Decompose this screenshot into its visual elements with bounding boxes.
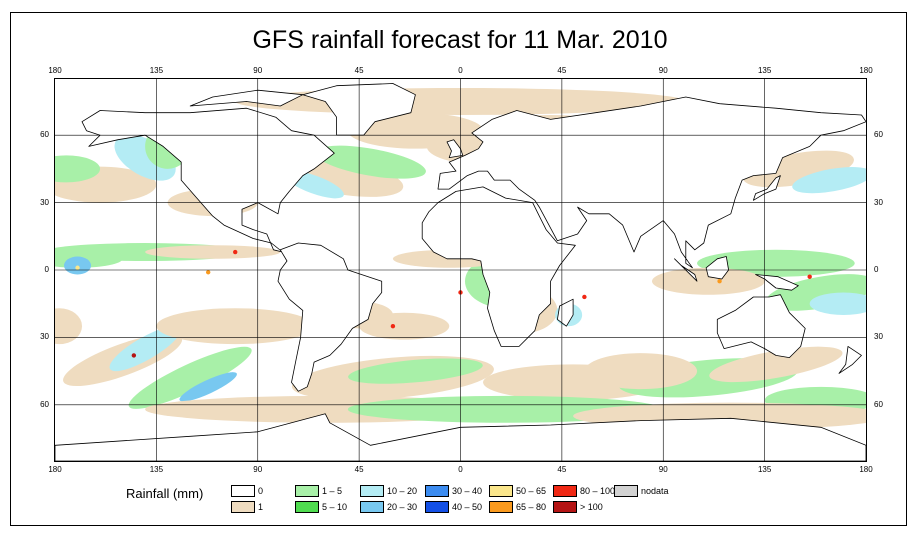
legend-title: Rainfall (mm) [126, 486, 204, 501]
legend-label: nodata [641, 486, 669, 496]
legend-swatch [360, 501, 384, 513]
graticule [55, 79, 866, 461]
longitude-label-bottom: 45 [354, 465, 364, 474]
longitude-label-top: 135 [149, 66, 164, 75]
legend-label: 10 – 20 [387, 486, 418, 496]
legend-swatch [295, 501, 319, 513]
legend-swatch [489, 485, 513, 497]
legend-label: 30 – 40 [452, 486, 483, 496]
legend-label: 5 – 10 [322, 502, 348, 512]
longitude-label-top: 180 [48, 66, 62, 75]
longitude-label-bottom: 135 [149, 465, 164, 474]
legend-label: 0 [258, 486, 264, 496]
legend-label: 40 – 50 [452, 502, 483, 512]
latitude-label-right: 0 [874, 265, 879, 274]
legend-swatch [489, 501, 513, 513]
latitude-label-left: 30 [40, 332, 49, 342]
latitude-label-left: 0 [44, 265, 49, 274]
legend-label: > 100 [580, 502, 603, 512]
legend-swatch [614, 485, 638, 497]
map-canvas [55, 79, 866, 461]
latitude-label-left: 60 [40, 399, 49, 409]
legend-swatch [231, 501, 255, 513]
latitude-label-left: 30 [40, 197, 49, 207]
legend-label: 80 – 100 [580, 486, 616, 496]
legend-swatch [295, 485, 319, 497]
latitude-label-right: 30 [874, 197, 883, 207]
legend-swatch [231, 485, 255, 497]
legend-label: 1 – 5 [322, 486, 343, 496]
latitude-label-right: 30 [874, 332, 883, 342]
longitude-label-bottom: 180 [48, 465, 62, 474]
longitude-label-top: 135 [757, 66, 772, 75]
longitude-label-bottom: 135 [757, 465, 772, 474]
longitude-label-top: 90 [253, 66, 263, 75]
legend-swatch [360, 485, 384, 497]
longitude-label-bottom: 90 [658, 465, 668, 474]
longitude-label-bottom: 180 [859, 465, 873, 474]
figure-frame [10, 12, 907, 526]
rainfall-map [54, 78, 867, 462]
longitude-label-top: 90 [658, 66, 668, 75]
longitude-label-bottom: 90 [253, 465, 263, 474]
latitude-label-right: 60 [874, 130, 883, 140]
longitude-label-bottom: 45 [557, 465, 567, 474]
legend-label: 20 – 30 [387, 502, 418, 512]
legend-label: 65 – 80 [516, 502, 547, 512]
legend-swatch [553, 485, 577, 497]
legend-label: 50 – 65 [516, 486, 547, 496]
legend-label: 1 [258, 502, 264, 512]
latitude-label-left: 60 [40, 130, 49, 140]
legend-swatch [425, 501, 449, 513]
longitude-label-top: 0 [458, 66, 463, 75]
legend-swatch [425, 485, 449, 497]
longitude-label-top: 45 [557, 66, 567, 75]
legend-swatch [553, 501, 577, 513]
longitude-label-bottom: 0 [458, 465, 463, 474]
latitude-label-right: 60 [874, 399, 883, 409]
longitude-label-top: 180 [859, 66, 873, 75]
map-title: GFS rainfall forecast for 11 Mar. 2010 [252, 26, 668, 54]
longitude-label-top: 45 [354, 66, 364, 75]
